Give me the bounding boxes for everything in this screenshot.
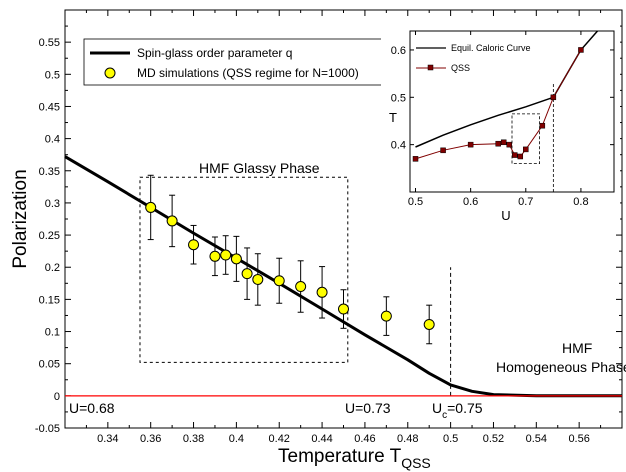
annotation-homogeneous-phase: Homogeneous Phase <box>496 359 626 375</box>
main-x-tick-label: 0.34 <box>97 433 118 445</box>
main-y-tick-label: 0.15 <box>39 294 60 306</box>
main-x-tick-label: 0.5 <box>443 433 458 445</box>
inset-y-tick-label: 0.5 <box>391 92 406 104</box>
md-data-point <box>423 318 435 330</box>
main-y-axis: -0.05 0 0.05 0.1 0.15 0.2 0.25 0.3 0.35 0.4 0.45 0.… <box>35 25 622 435</box>
inset-qss-point <box>467 141 474 148</box>
main-x-tick-label: 0.42 <box>269 433 290 445</box>
main-decorations <box>139 176 452 396</box>
inset-legend-label-qss: QSS <box>451 63 470 73</box>
main-y-tick-label: 0.05 <box>39 359 60 371</box>
inset-qss-point <box>500 139 507 146</box>
inset-qss-line <box>415 49 582 160</box>
glassy-phase-box <box>139 176 349 363</box>
main-legend-box <box>83 38 393 86</box>
inset-plot-frame <box>409 30 615 193</box>
inset-y-tick-label: 0.4 <box>391 140 406 152</box>
inset-panel: 0.5 0.6 0.7 0.8 0.4 0.5 0.6 U T Equil. Calori… <box>381 25 620 231</box>
main-x-tick-label: 0.36 <box>140 433 161 445</box>
legend-label-spin-glass: Spin-glass order parameter q <box>137 46 292 60</box>
inset-x-axis-title: U <box>501 208 510 223</box>
md-data-point <box>230 253 242 265</box>
main-x-axis-title: Temperature TQSS <box>278 446 431 471</box>
inset-qss-point <box>412 156 419 162</box>
annotation-hmf: HMF <box>562 340 592 356</box>
main-x-tick-label: 0.56 <box>568 433 589 445</box>
md-data-point <box>145 201 157 213</box>
annotation-u-073: U=0.73 <box>345 400 391 416</box>
main-x-axis: 0.34 0.36 0.38 0.4 0.42 0.44 0.46 0.48 0.5 0.52 0.… <box>85 10 602 445</box>
md-data-point <box>188 239 200 251</box>
md-data-point <box>209 250 221 262</box>
inset-qss-point <box>578 47 584 53</box>
annotation-uc: Uc=0.75 <box>432 400 483 421</box>
md-data-point <box>295 281 307 293</box>
main-y-tick-label: 0.55 <box>39 37 60 49</box>
inset-background <box>381 25 620 231</box>
main-x-tick-label: 0.46 <box>354 433 375 445</box>
main-x-tick-label: 0.4 <box>229 433 244 445</box>
main-y-tick-label: 0.4 <box>45 134 60 146</box>
main-y-tick-label: 0.5 <box>45 69 60 81</box>
inset-x-axis: 0.5 0.6 0.7 0.8 <box>408 31 589 208</box>
main-y-tick-label: 0.35 <box>39 166 60 178</box>
inset-series <box>412 30 599 162</box>
inset-y-axis-title: T <box>389 110 397 125</box>
annotation-glassy-phase: HMF Glassy Phase <box>199 160 320 176</box>
inset-y-tick-label: 0.6 <box>391 45 406 57</box>
inset-x-tick-label: 0.6 <box>463 196 478 208</box>
main-x-tick-label: 0.48 <box>397 433 418 445</box>
inset-zoom-box <box>511 113 540 164</box>
inset-legend-swatch-qss-marker <box>427 64 434 71</box>
annotation-u-068: U=0.68 <box>69 400 115 416</box>
legend-swatch-md <box>104 67 116 79</box>
main-y-tick-label: 0.3 <box>45 198 60 210</box>
main-y-tick-label: 0.1 <box>45 327 60 339</box>
inset-qss-point <box>539 122 546 129</box>
md-data-point <box>316 286 328 298</box>
md-data-point <box>380 310 392 322</box>
md-data-point <box>252 273 264 285</box>
inset-decorations <box>511 83 554 192</box>
main-y-tick-label: 0.25 <box>39 230 60 242</box>
inset-qss-point <box>512 152 518 158</box>
main-legend: Spin-glass order parameter q MD simulati… <box>83 38 393 86</box>
md-data-point <box>273 275 285 287</box>
inset-qss-point <box>440 147 446 154</box>
main-series <box>64 155 622 398</box>
main-y-axis-title: Polarization <box>10 169 31 268</box>
md-data-point <box>338 303 349 315</box>
main-y-tick-label: 0.2 <box>45 262 60 274</box>
inset-x-tick-label: 0.8 <box>573 196 588 208</box>
inset-qss-point <box>523 146 529 153</box>
main-y-tick-label: 0 <box>54 391 60 403</box>
main-y-tick-label: -0.05 <box>35 423 60 435</box>
main-x-tick-label: 0.44 <box>311 433 332 445</box>
main-y-tick-label: 0.45 <box>39 101 60 113</box>
inset-qss-point <box>517 153 524 160</box>
main-x-tick-label: 0.38 <box>183 433 204 445</box>
main-x-tick-label: 0.54 <box>526 433 547 445</box>
inset-qss-point <box>550 94 557 101</box>
inset-x-tick-label: 0.7 <box>518 196 533 208</box>
md-data-point <box>220 249 232 261</box>
inset-x-tick-label: 0.5 <box>408 196 423 208</box>
inset-qss-point <box>495 140 501 147</box>
md-data-point <box>241 268 253 280</box>
inset-legend-label-caloric: Equil. Caloric Curve <box>451 43 531 53</box>
inset-qss-point <box>506 141 512 148</box>
legend-label-md: MD simulations (QSS regime for N=1000) <box>137 66 359 80</box>
md-data-point <box>166 215 178 227</box>
inset-y-axis: 0.4 0.5 0.6 <box>391 45 614 193</box>
inset-legend: Equil. Caloric Curve QSS <box>416 43 531 73</box>
main-x-tick-label: 0.52 <box>483 433 504 445</box>
